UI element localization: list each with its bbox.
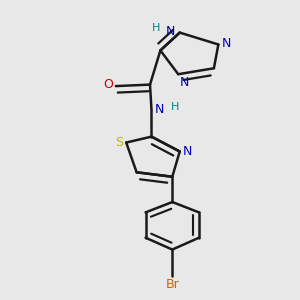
Text: H: H [171,102,179,112]
Text: N: N [183,145,192,158]
Text: O: O [103,78,113,91]
Text: N: N [180,76,189,89]
Text: N: N [166,25,175,38]
Text: S: S [115,136,123,149]
Text: H: H [152,23,160,33]
Text: N: N [221,37,231,50]
Text: N: N [154,103,164,116]
Text: Br: Br [165,278,179,291]
